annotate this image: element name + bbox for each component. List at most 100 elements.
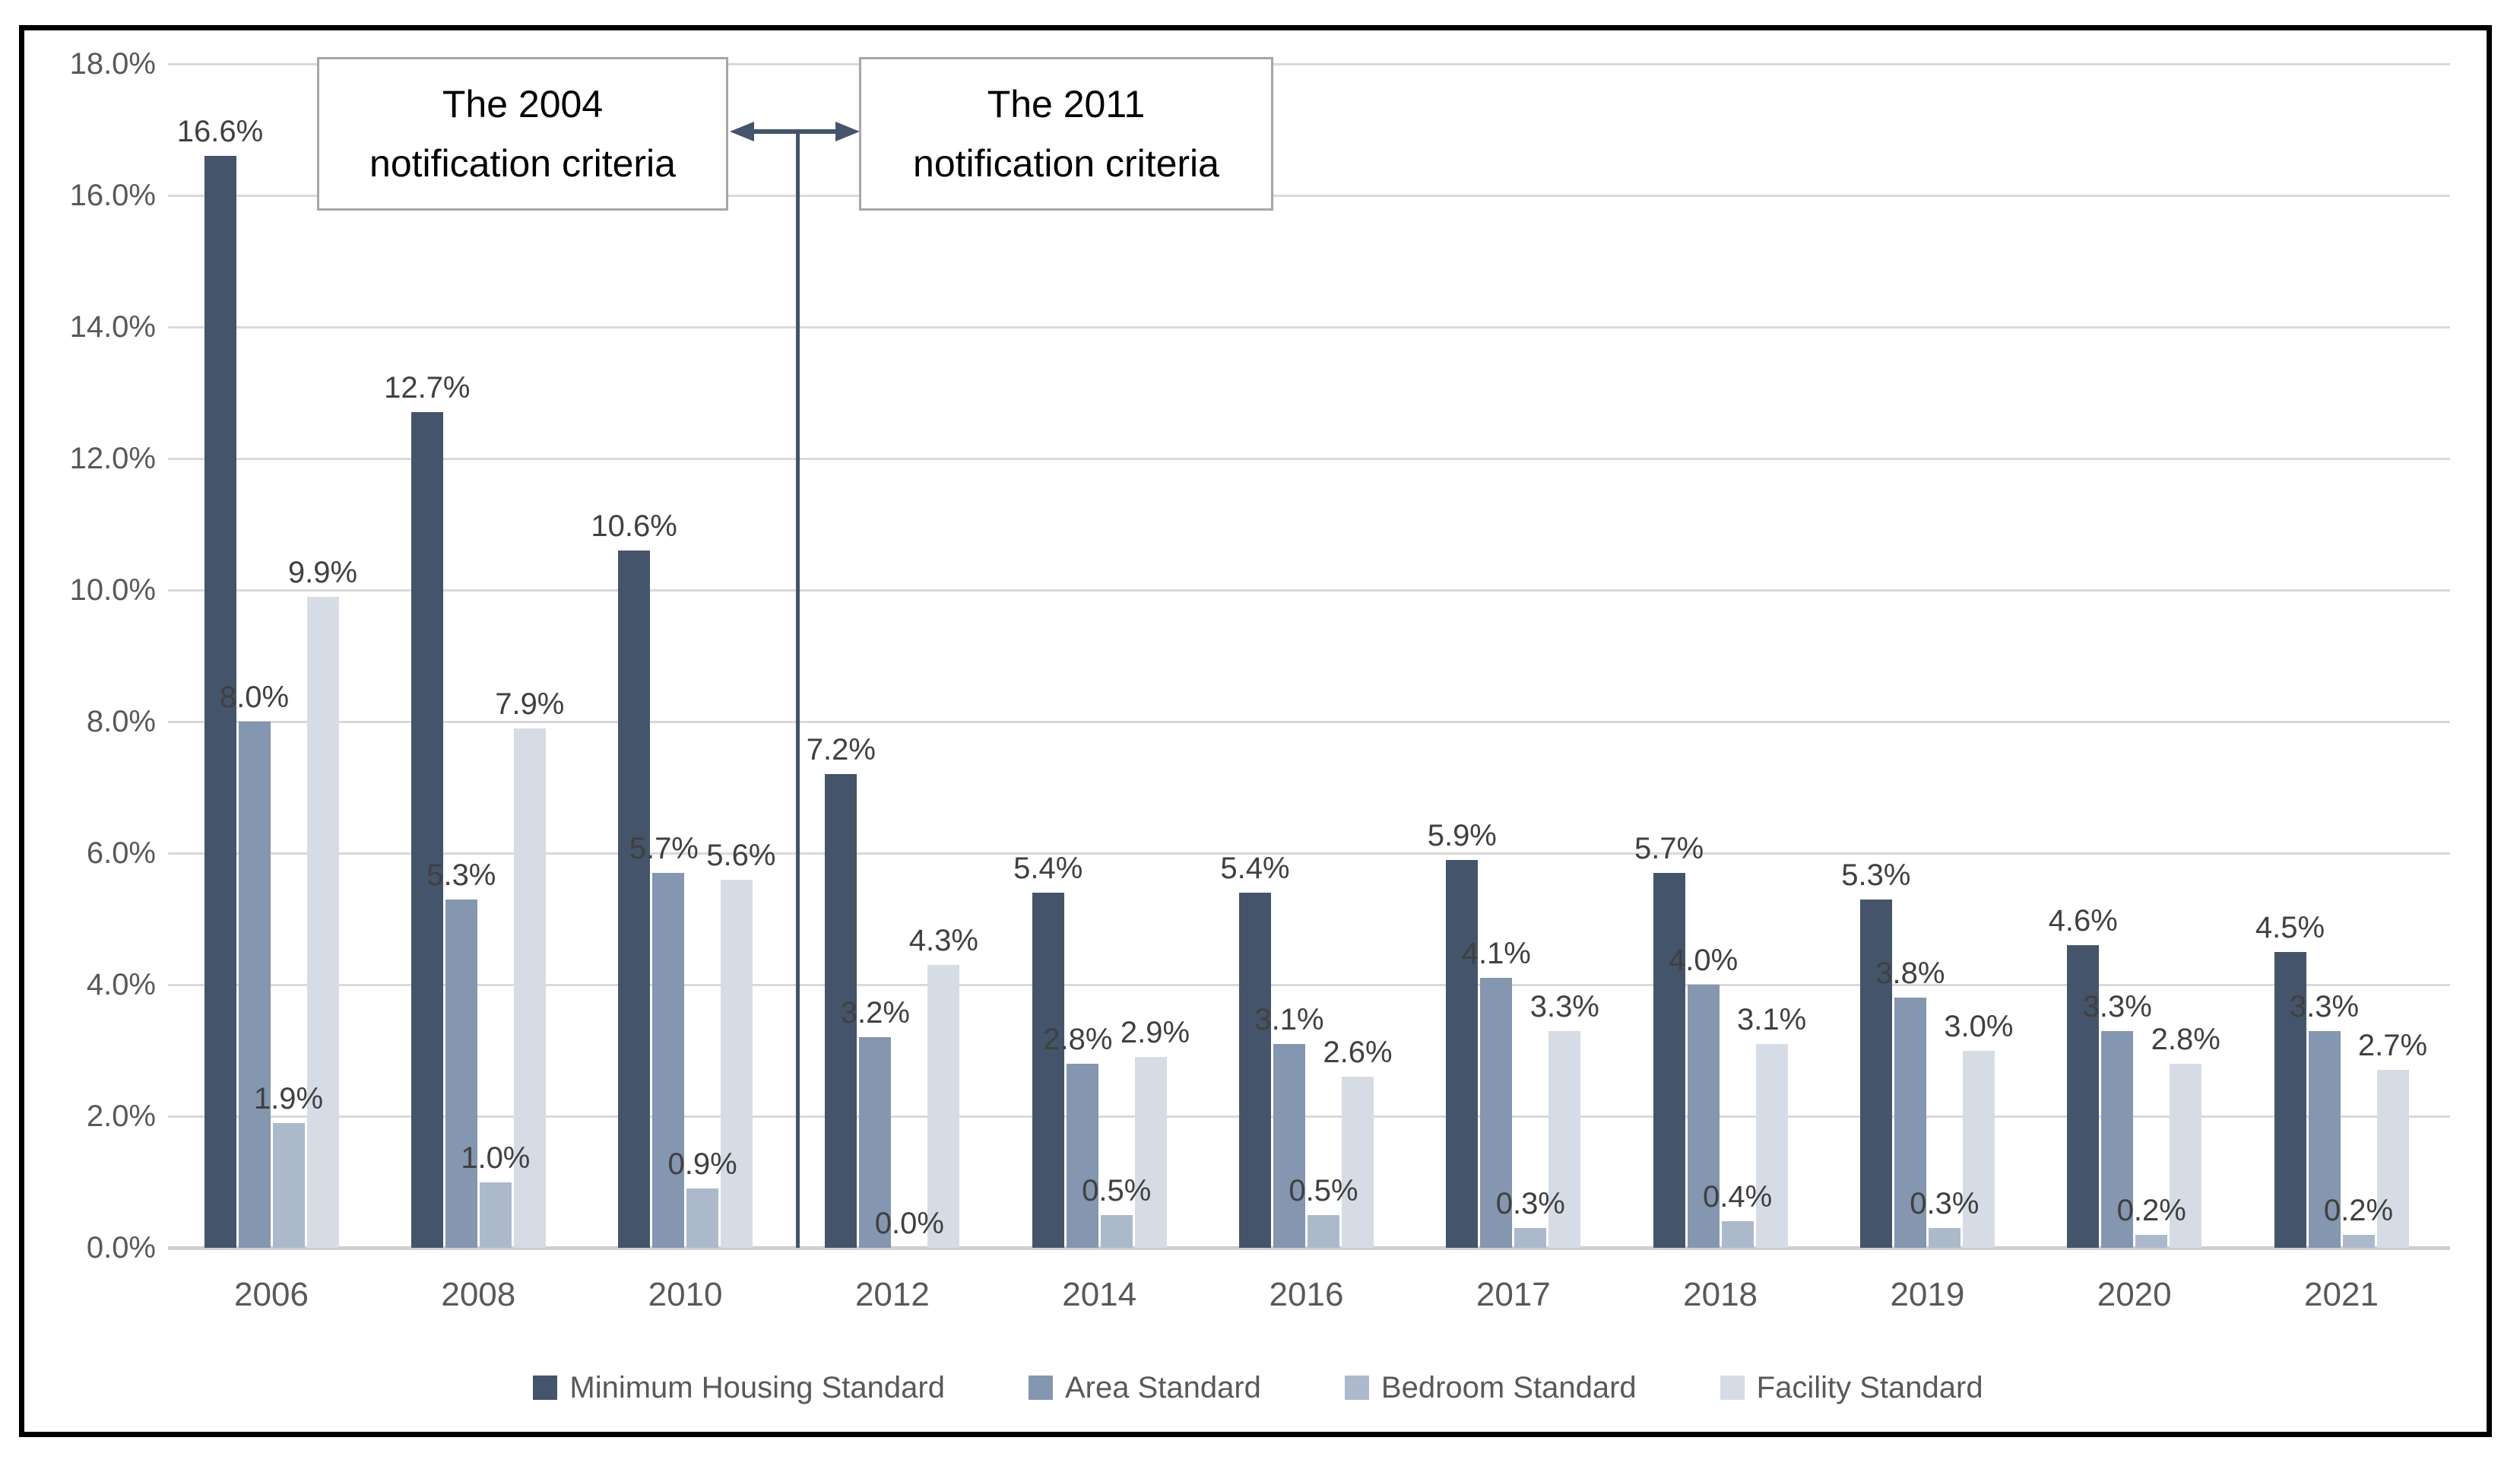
bar-2008-facility-standard [513, 728, 546, 1248]
data-label-2020-facility-standard: 2.8% [2151, 1022, 2220, 1056]
data-label-2012-minimum-housing-standard: 7.2% [806, 733, 876, 767]
x-axis-label-2017: 2017 [1476, 1276, 1551, 1313]
annotation-box-2004-criteria: The 2004 notification criteria [317, 57, 728, 211]
legend-swatch-icon [1028, 1376, 1053, 1400]
bar-2017-minimum-housing-standard [1446, 859, 1479, 1248]
legend-item-area-standard: Area Standard [1028, 1370, 1261, 1405]
data-label-2016-bedroom-standard: 0.5% [1289, 1173, 1358, 1207]
legend-label: Area Standard [1064, 1370, 1261, 1404]
bar-2016-facility-standard [1342, 1077, 1374, 1248]
bar-2020-bedroom-standard [2135, 1234, 2168, 1248]
data-label-2016-facility-standard: 2.6% [1323, 1036, 1393, 1070]
data-label-2006-bedroom-standard: 1.9% [253, 1081, 324, 1115]
data-label-2012-facility-standard: 4.3% [908, 924, 978, 958]
bar-2010-bedroom-standard [686, 1188, 719, 1248]
bar-2006-minimum-housing-standard [204, 156, 236, 1248]
data-label-2017-bedroom-standard: 0.3% [1495, 1187, 1565, 1221]
data-label-2010-minimum-housing-standard: 10.6% [591, 509, 677, 544]
legend-label: Facility Standard [1756, 1370, 1983, 1404]
data-label-2020-minimum-housing-standard: 4.6% [2048, 904, 2118, 938]
bar-2012-minimum-housing-standard [825, 774, 857, 1248]
bar-2021-minimum-housing-standard [2274, 951, 2306, 1248]
y-axis-tick-label: 14.0% [69, 310, 156, 344]
bar-2010-area-standard [652, 872, 685, 1248]
y-axis-tick-label: 16.0% [69, 179, 156, 212]
annotation-text-line: notification criteria [369, 142, 676, 185]
bar-2020-minimum-housing-standard [2067, 945, 2100, 1248]
x-axis-label-2014: 2014 [1062, 1276, 1137, 1313]
arrow-head-right [835, 122, 860, 141]
bar-2021-facility-standard [2376, 1070, 2409, 1248]
bar-2020-facility-standard [2170, 1063, 2202, 1248]
x-axis-baseline [168, 1245, 2450, 1250]
arrow-head-left [730, 122, 754, 141]
y-axis-tick-label: 4.0% [86, 968, 156, 1001]
bar-2014-facility-standard [1134, 1057, 1167, 1248]
gridline [168, 983, 2450, 986]
arrow-stem [751, 129, 838, 134]
data-label-2018-minimum-housing-standard: 5.7% [1634, 831, 1704, 865]
data-label-2010-area-standard: 5.7% [629, 831, 699, 865]
data-label-2010-facility-standard: 5.6% [706, 838, 776, 872]
x-axis-label-2021: 2021 [2304, 1276, 2379, 1313]
gridline [168, 62, 2450, 65]
gridline [168, 852, 2450, 855]
bar-2017-area-standard [1480, 978, 1513, 1248]
data-label-2008-facility-standard: 7.9% [495, 687, 565, 721]
data-label-2020-area-standard: 3.3% [2082, 989, 2152, 1023]
data-label-2019-area-standard: 3.8% [1875, 957, 1945, 991]
legend-swatch-icon [1720, 1376, 1745, 1400]
bar-2010-facility-standard [721, 879, 753, 1248]
data-label-2021-area-standard: 3.3% [2289, 989, 2360, 1023]
y-axis-tick-label: 2.0% [86, 1100, 156, 1133]
gridline [168, 194, 2450, 197]
legend-label: Minimum Housing Standard [569, 1370, 945, 1404]
gridline [168, 1115, 2450, 1118]
gridline [168, 457, 2450, 460]
x-axis-label-2012: 2012 [854, 1276, 930, 1313]
bar-2006-facility-standard [306, 596, 339, 1248]
data-label-2014-minimum-housing-standard: 5.4% [1013, 851, 1083, 885]
bar-2014-minimum-housing-standard [1032, 892, 1064, 1248]
data-label-2006-minimum-housing-standard: 16.6% [176, 115, 264, 149]
data-label-2021-facility-standard: 2.7% [2357, 1029, 2428, 1063]
bar-2012-area-standard [859, 1037, 892, 1248]
bar-2021-bedroom-standard [2342, 1234, 2375, 1248]
gridline [168, 720, 2450, 723]
bar-2012-facility-standard [927, 965, 960, 1248]
data-label-2006-facility-standard: 9.9% [287, 555, 358, 589]
data-label-2017-area-standard: 4.1% [1461, 937, 1531, 971]
data-label-2019-facility-standard: 3.0% [1944, 1009, 2014, 1043]
data-label-2012-area-standard: 3.2% [840, 996, 910, 1030]
bar-2008-area-standard [445, 899, 477, 1248]
bar-2021-area-standard [2308, 1030, 2341, 1248]
data-label-2014-area-standard: 2.8% [1043, 1022, 1113, 1056]
data-label-2008-area-standard: 5.3% [426, 858, 496, 892]
legend-item-minimum-housing-standard: Minimum Housing Standard [533, 1371, 945, 1405]
legend-item-bedroom-standard: Bedroom Standard [1344, 1370, 1637, 1405]
bar-2019-bedroom-standard [1928, 1228, 1961, 1248]
y-axis-tick-label: 0.0% [86, 1231, 156, 1265]
data-label-2018-facility-standard: 3.1% [1737, 1002, 1807, 1036]
data-label-2010-bedroom-standard: 0.9% [667, 1147, 737, 1182]
data-label-2008-bedroom-standard: 1.0% [461, 1141, 531, 1175]
legend-swatch-icon [1344, 1376, 1369, 1400]
y-axis-tick-label: 10.0% [69, 573, 156, 607]
bar-2014-area-standard [1066, 1063, 1098, 1248]
data-label-2017-facility-standard: 3.3% [1529, 989, 1599, 1023]
annotation-text-line: The 2011 [987, 83, 1146, 125]
bar-2017-bedroom-standard [1514, 1228, 1547, 1248]
bar-2018-area-standard [1687, 985, 1720, 1248]
annotation-box-2011-criteria: The 2011 notification criteria [859, 57, 1273, 211]
bar-2006-bedroom-standard [272, 1122, 305, 1248]
y-axis-tick-label: 12.0% [69, 442, 156, 475]
legend-label: Bedroom Standard [1380, 1370, 1637, 1404]
x-axis-label-2018: 2018 [1683, 1276, 1758, 1313]
data-label-2012-bedroom-standard: 0.0% [874, 1207, 944, 1240]
data-label-2019-bedroom-standard: 0.3% [1910, 1187, 1980, 1221]
data-label-2020-bedroom-standard: 0.2% [2116, 1193, 2186, 1227]
bar-2008-minimum-housing-standard [410, 412, 443, 1248]
legend-swatch-icon [533, 1376, 558, 1400]
bar-2019-minimum-housing-standard [1859, 899, 1892, 1248]
annotation-text-line: The 2004 [442, 83, 604, 125]
